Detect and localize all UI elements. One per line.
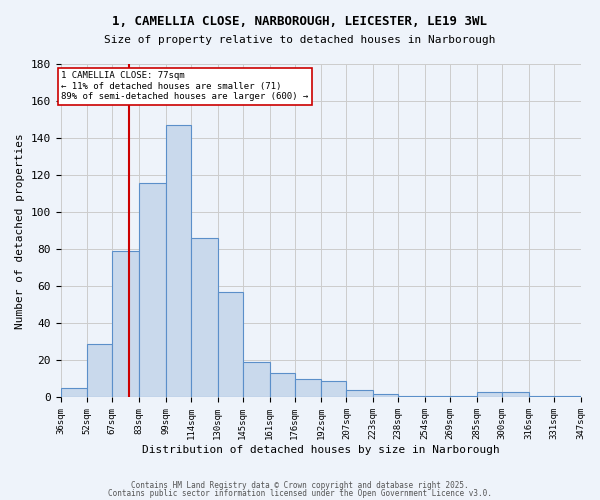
Y-axis label: Number of detached properties: Number of detached properties	[15, 133, 25, 328]
Text: Size of property relative to detached houses in Narborough: Size of property relative to detached ho…	[104, 35, 496, 45]
Bar	[87, 344, 112, 398]
Text: Contains public sector information licensed under the Open Government Licence v3: Contains public sector information licen…	[108, 488, 492, 498]
Bar	[425, 396, 450, 398]
Bar	[373, 394, 398, 398]
Bar	[398, 396, 425, 398]
Bar	[243, 362, 269, 398]
Bar	[166, 125, 191, 398]
Bar	[502, 392, 529, 398]
Bar	[295, 379, 322, 398]
Bar	[322, 381, 346, 398]
Text: 1 CAMELLIA CLOSE: 77sqm
← 11% of detached houses are smaller (71)
89% of semi-de: 1 CAMELLIA CLOSE: 77sqm ← 11% of detache…	[61, 72, 308, 101]
Bar	[346, 390, 373, 398]
Bar	[269, 374, 295, 398]
Text: Contains HM Land Registry data © Crown copyright and database right 2025.: Contains HM Land Registry data © Crown c…	[131, 481, 469, 490]
Bar	[529, 396, 554, 398]
X-axis label: Distribution of detached houses by size in Narborough: Distribution of detached houses by size …	[142, 445, 499, 455]
Bar	[112, 251, 139, 398]
Bar	[554, 396, 581, 398]
Text: 1, CAMELLIA CLOSE, NARBOROUGH, LEICESTER, LE19 3WL: 1, CAMELLIA CLOSE, NARBOROUGH, LEICESTER…	[113, 15, 487, 28]
Bar	[218, 292, 243, 398]
Bar	[477, 392, 502, 398]
Bar	[61, 388, 87, 398]
Bar	[450, 396, 477, 398]
Bar	[191, 238, 218, 398]
Bar	[139, 182, 166, 398]
